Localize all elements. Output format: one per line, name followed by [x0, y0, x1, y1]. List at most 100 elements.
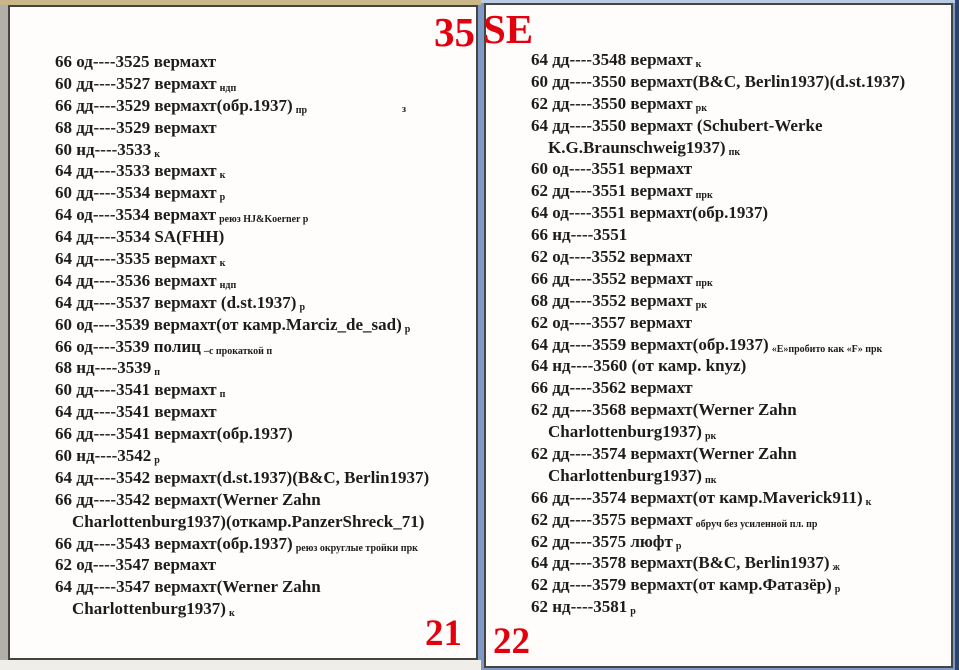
list-entry: 64 дд----3559 вермахт(обр.1937) «Е»пробит…: [531, 334, 951, 356]
list-entry: 68 нд----3539 п: [55, 357, 476, 379]
entry-main-text: 64 дд----3542 вермахт(d.st.1937)(B&C, Be…: [55, 467, 430, 487]
entry-main-text: 60 нд----3533: [55, 139, 152, 159]
entry-subscript: –с прокаткой п: [203, 345, 273, 357]
list-entry: 64 дд----3542 вермахт(d.st.1937)(B&C, Be…: [55, 467, 476, 489]
entry-subscript: к: [865, 496, 872, 508]
entry-main-text: 60 дд----3541 вермахт: [55, 380, 217, 400]
entry-main-text: 66 дд----3529 вермахт(обр.1937): [55, 95, 293, 115]
scanned-page-right: SE 64 дд----3548 вермахт к 60 дд----3550 …: [483, 3, 953, 668]
list-entry: 66 од----3539 полиц –с прокаткой п: [55, 336, 476, 358]
entry-subscript: рк: [695, 102, 707, 114]
entry-main-text: Charlottenburg1937): [548, 422, 702, 442]
entry-main-text: 66 нд----3551: [531, 225, 628, 245]
entry-main-text: 64 дд----3548 вермахт: [531, 50, 693, 69]
entry-subscript: р: [219, 192, 226, 204]
page-number-left: 21: [425, 613, 462, 654]
entry-subscript: пк: [704, 474, 717, 486]
list-entry: 66 нд----3551: [531, 224, 951, 246]
entry-main-text: 62 дд----3551 вермахт: [531, 181, 693, 201]
list-entry: 64 нд----3560 (от камр. knyz): [531, 355, 951, 377]
list-entry: 60 дд----3534 вермахт р: [55, 182, 476, 204]
scanned-page-left: 35 66 од----3525 вермахт 60 дд----3527 в…: [8, 5, 478, 660]
entry-subscript: реюз округлые тройки прк: [295, 542, 418, 554]
list-entry: 68 дд----3529 вермахт: [55, 117, 476, 139]
page-number-right: 22: [493, 621, 530, 662]
entry-subscript: рк: [695, 299, 707, 311]
entry-subscript: к: [154, 148, 161, 160]
left-frame-bottom-strip: [0, 660, 481, 670]
list-entry: 66 дд----3562 вермахт: [531, 377, 951, 399]
list-entry: 64 дд----3550 вермахт (Schubert-Werke: [531, 115, 951, 137]
entry-subscript: р: [404, 323, 411, 335]
list-entry: 66 дд----3552 вермахт прк: [531, 268, 951, 290]
entry-main-text: 64 од----3551 вермахт(обр.1937): [531, 203, 769, 223]
list-entry: 62 нд----3581 р: [531, 596, 951, 618]
list-entry: 60 дд----3527 вермахт ндп: [55, 73, 476, 95]
entry-main-text: 60 дд----3550 вермахт(B&C, Berlin1937)(d…: [531, 71, 906, 91]
entry-subscript: к: [219, 258, 226, 270]
entry-main-text: Charlottenburg1937)(откамр.PanzerShreck_…: [72, 511, 425, 531]
entry-main-text: 68 дд----3552 вермахт: [531, 290, 693, 310]
entry-subscript: прк: [695, 277, 713, 289]
entry-main-text: 64 дд----3536 вермахт: [55, 270, 217, 290]
entry-main-text: 60 дд----3527 вермахт: [55, 73, 217, 93]
list-entry: 66 дд----3529 вермахт(обр.1937) пр з: [55, 95, 476, 117]
list-entry: 62 од----3557 вермахт: [531, 312, 951, 334]
list-entry: 62 дд----3551 вермахт прк: [531, 180, 951, 202]
red-corner-label-right: SE: [483, 6, 534, 52]
list-entry: 64 дд----3547 вермахт(Werner Zahn: [55, 576, 476, 598]
entry-main-text: 64 дд----3535 вермахт: [55, 249, 217, 269]
list-entry: 64 дд----3537 вермахт (d.st.1937) р: [55, 292, 476, 314]
list-entry: Charlottenburg1937) пк: [531, 465, 951, 487]
entry-subscript: р: [834, 584, 841, 596]
entry-main-text: Charlottenburg1937): [72, 599, 226, 619]
entry-main-text: 60 нд----3542: [55, 446, 152, 466]
entry-main-text: 60 од----3551 вермахт: [531, 159, 693, 179]
entry-main-text: 62 дд----3568 вермахт(Werner Zahn: [531, 400, 797, 420]
entry-main-text: 64 дд----3559 вермахт(обр.1937): [531, 334, 769, 354]
entry-main-text: 64 нд----3560 (от камр. knyz): [531, 356, 747, 376]
list-entry: 66 дд----3541 вермахт(обр.1937): [55, 423, 476, 445]
entry-main-text: 64 дд----3537 вермахт (d.st.1937): [55, 292, 297, 312]
entry-main-text: 66 дд----3574 вермахт(от камр.Maverick91…: [531, 487, 863, 507]
entry-subscript: п: [219, 389, 226, 401]
entry-subscript: обруч без усиленной пл. пр: [695, 518, 818, 530]
list-entry: 68 дд----3552 вермахт рк: [531, 290, 951, 312]
entry-main-text: 64 дд----3578 вермахт(B&C, Berlin1937): [531, 553, 830, 573]
red-corner-label-left: 35: [434, 9, 475, 55]
entry-subscript: п: [154, 367, 161, 379]
entry-main-text: 62 дд----3579 вермахт(от камр.Фатазёр): [531, 575, 832, 595]
list-entry: 60 од----3551 вермахт: [531, 158, 951, 180]
list-entry: 64 дд----3548 вермахт к: [531, 49, 951, 71]
entry-main-text: 64 дд----3534 SA(FHH): [55, 227, 225, 247]
entry-main-text: 66 од----3525 вермахт: [55, 52, 217, 71]
list-entry: 64 дд----3541 вермахт: [55, 401, 476, 423]
entry-subscript: ндп: [219, 82, 237, 94]
entry-main-text: 66 дд----3542 вермахт(Werner Zahn: [55, 489, 321, 509]
entry-main-text: 64 дд----3550 вермахт (Schubert-Werke: [531, 115, 823, 135]
list-entry: 62 од----3547 вермахт: [55, 554, 476, 576]
list-entry: 62 дд----3575 люфт р: [531, 531, 951, 553]
entry-far-subscript: з: [402, 103, 407, 115]
entry-subscript: ж: [832, 562, 840, 574]
entry-subscript: реюз HJ&Koerner р: [219, 214, 309, 226]
entry-subscript: рк: [704, 431, 717, 443]
entry-subscript: р: [299, 301, 306, 313]
list-entry: 62 дд----3574 вермахт(Werner Zahn: [531, 443, 951, 465]
list-entry: 60 дд----3541 вермахт п: [55, 379, 476, 401]
list-entry: 64 дд----3533 вермахт к: [55, 160, 476, 182]
entry-main-text: 66 од----3539 полиц: [55, 336, 201, 356]
entry-subscript: ндп: [219, 279, 237, 291]
list-entry: Charlottenburg1937) к: [55, 598, 476, 620]
list-entry: Charlottenburg1937) рк: [531, 421, 951, 443]
list-entry: 64 дд----3578 вермахт(B&C, Berlin1937) ж: [531, 552, 951, 574]
list-entry: 64 дд----3536 вермахт ндп: [55, 270, 476, 292]
entry-subscript: «Е»пробито как «F» прк: [771, 343, 883, 355]
entry-main-text: 62 дд----3550 вермахт: [531, 93, 693, 113]
entry-main-text: Charlottenburg1937): [548, 465, 702, 485]
list-entry: 66 дд----3542 вермахт(Werner Zahn: [55, 489, 476, 511]
entry-subscript: к: [228, 608, 235, 620]
entry-main-text: 66 дд----3552 вермахт: [531, 268, 693, 288]
entry-main-text: 62 дд----3575 вермахт: [531, 509, 693, 529]
list-entry: 64 од----3551 вермахт(обр.1937): [531, 202, 951, 224]
